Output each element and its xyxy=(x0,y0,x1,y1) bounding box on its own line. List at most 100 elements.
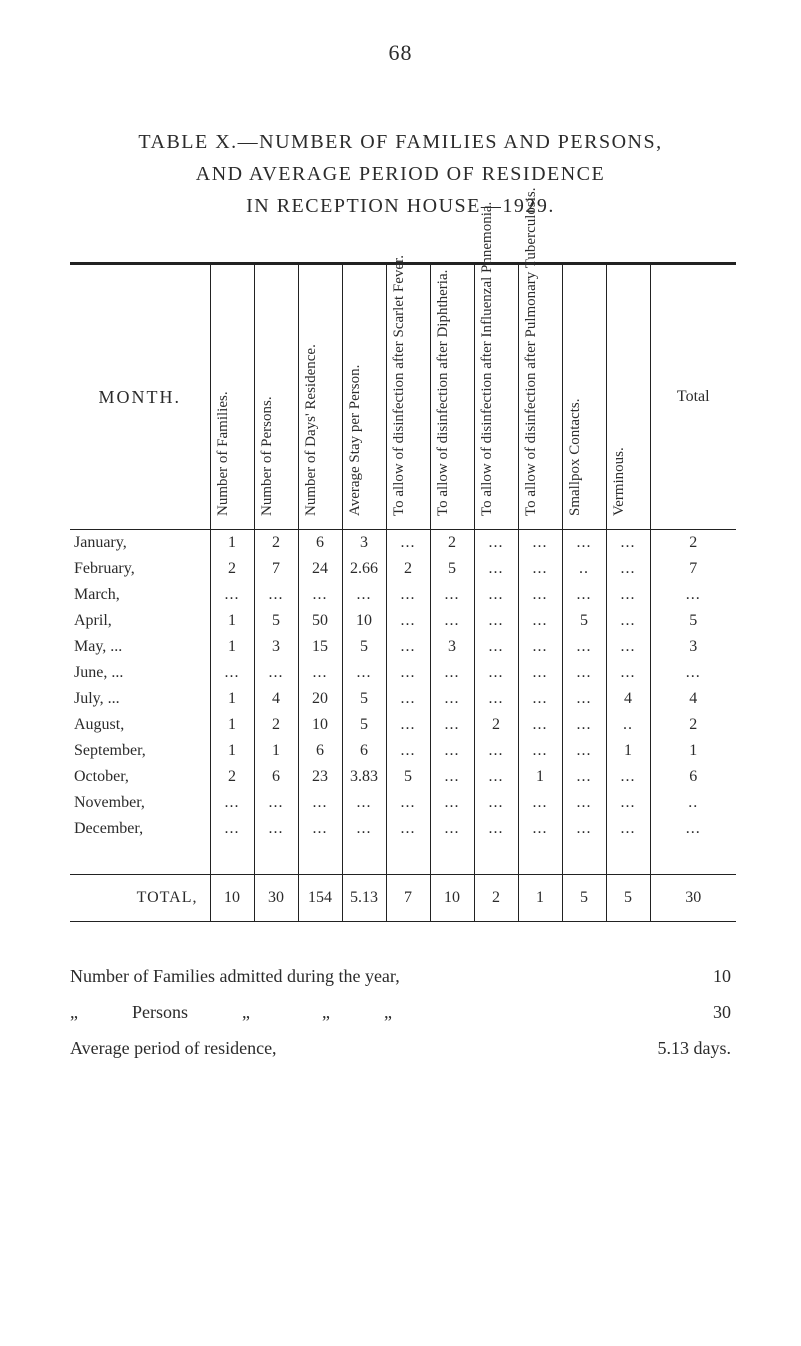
cell-tb: ... xyxy=(518,556,562,582)
data-table: MONTH. Number of Families. Number of Per… xyxy=(70,262,736,922)
cell-verm: 4 xyxy=(606,686,650,712)
cell-days: 50 xyxy=(298,608,342,634)
cell-persons: 5 xyxy=(254,608,298,634)
cell-smallpox: ... xyxy=(562,530,606,557)
page-number: 68 xyxy=(70,40,731,66)
cell-smallpox: ... xyxy=(562,738,606,764)
title-line-3: IN RECEPTION HOUSE—1929. xyxy=(70,190,731,222)
cell-persons: 6 xyxy=(254,764,298,790)
totals-tb: 1 xyxy=(518,875,562,922)
table-row: December,...............................… xyxy=(70,816,736,842)
cell-days: 10 xyxy=(298,712,342,738)
cell-diph: 3 xyxy=(430,634,474,660)
title-line-2: AND AVERAGE PERIOD OF RESIDENCE xyxy=(70,158,731,190)
cell-flu: ... xyxy=(474,660,518,686)
cell-scarlet: 5 xyxy=(386,764,430,790)
cell-persons: ... xyxy=(254,790,298,816)
cell-avg_stay: ... xyxy=(342,582,386,608)
cell-persons: 2 xyxy=(254,530,298,557)
cell-flu: ... xyxy=(474,582,518,608)
cell-month: September, xyxy=(70,738,210,764)
footer-line-3-lead: Average period of residence, xyxy=(70,1030,277,1066)
totals-families: 10 xyxy=(210,875,254,922)
cell-total: ... xyxy=(650,660,736,686)
col-month: MONTH. xyxy=(70,264,210,530)
cell-total: 4 xyxy=(650,686,736,712)
cell-diph: ... xyxy=(430,738,474,764)
cell-flu: ... xyxy=(474,764,518,790)
cell-tb: 1 xyxy=(518,764,562,790)
cell-smallpox: ... xyxy=(562,790,606,816)
cell-scarlet: ... xyxy=(386,530,430,557)
cell-scarlet: ... xyxy=(386,634,430,660)
totals-scarlet: 7 xyxy=(386,875,430,922)
cell-persons: 1 xyxy=(254,738,298,764)
cell-tb: ... xyxy=(518,660,562,686)
cell-persons: 7 xyxy=(254,556,298,582)
cell-scarlet: ... xyxy=(386,582,430,608)
footer-line-1-val: 10 xyxy=(693,958,731,994)
cell-flu: ... xyxy=(474,738,518,764)
cell-families: ... xyxy=(210,790,254,816)
cell-flu: ... xyxy=(474,634,518,660)
table-row: November,...............................… xyxy=(70,790,736,816)
cell-days: 6 xyxy=(298,530,342,557)
cell-persons: 4 xyxy=(254,686,298,712)
cell-scarlet: ... xyxy=(386,816,430,842)
cell-avg_stay: 5 xyxy=(342,712,386,738)
totals-avgstay: 5.13 xyxy=(342,875,386,922)
footer-block: Number of Families admitted during the y… xyxy=(70,958,731,1066)
cell-flu: ... xyxy=(474,556,518,582)
cell-scarlet: ... xyxy=(386,712,430,738)
totals-label: TOTAL, xyxy=(70,875,210,922)
cell-tb: ... xyxy=(518,816,562,842)
cell-verm: ... xyxy=(606,582,650,608)
totals-total: 30 xyxy=(650,875,736,922)
cell-days: ... xyxy=(298,816,342,842)
cell-diph: ... xyxy=(430,764,474,790)
cell-tb: ... xyxy=(518,738,562,764)
cell-verm: ... xyxy=(606,816,650,842)
cell-total: 2 xyxy=(650,712,736,738)
cell-persons: 3 xyxy=(254,634,298,660)
footer-line-1-lead: Number of Families admitted during the y… xyxy=(70,958,400,994)
cell-avg_stay: ... xyxy=(342,790,386,816)
table-row: January,1263...2............2 xyxy=(70,530,736,557)
cell-avg_stay: ... xyxy=(342,660,386,686)
cell-total: ... xyxy=(650,582,736,608)
cell-flu: ... xyxy=(474,790,518,816)
cell-verm: ... xyxy=(606,790,650,816)
cell-smallpox: ... xyxy=(562,686,606,712)
cell-month: June, ... xyxy=(70,660,210,686)
cell-avg_stay: 2.66 xyxy=(342,556,386,582)
table-row: August,12105......2........2 xyxy=(70,712,736,738)
cell-days: ... xyxy=(298,790,342,816)
cell-avg_stay: 3.83 xyxy=(342,764,386,790)
totals-verm: 5 xyxy=(606,875,650,922)
cell-families: 2 xyxy=(210,556,254,582)
cell-tb: ... xyxy=(518,686,562,712)
cell-month: August, xyxy=(70,712,210,738)
col-days: Number of Days' Residence. xyxy=(298,264,342,530)
table-row: October,26233.835......1......6 xyxy=(70,764,736,790)
cell-avg_stay: ... xyxy=(342,816,386,842)
cell-verm: ... xyxy=(606,764,650,790)
col-persons: Number of Persons. xyxy=(254,264,298,530)
cell-flu: ... xyxy=(474,530,518,557)
cell-families: ... xyxy=(210,660,254,686)
cell-diph: 2 xyxy=(430,530,474,557)
table-header-row: MONTH. Number of Families. Number of Per… xyxy=(70,264,736,530)
cell-smallpox: ... xyxy=(562,712,606,738)
cell-diph: ... xyxy=(430,686,474,712)
cell-month: December, xyxy=(70,816,210,842)
cell-total: 7 xyxy=(650,556,736,582)
table-row: March,................................. xyxy=(70,582,736,608)
cell-verm: .. xyxy=(606,712,650,738)
totals-row: TOTAL, 10 30 154 5.13 7 10 2 1 5 5 30 xyxy=(70,875,736,922)
table-row: September,1166...............11 xyxy=(70,738,736,764)
col-flu: To allow of disinfection after Influenza… xyxy=(474,264,518,530)
table-row: April,155010............5...5 xyxy=(70,608,736,634)
cell-families: 1 xyxy=(210,530,254,557)
footer-line-2-lead: „ Persons „ „ „ xyxy=(70,994,392,1030)
cell-tb: ... xyxy=(518,634,562,660)
